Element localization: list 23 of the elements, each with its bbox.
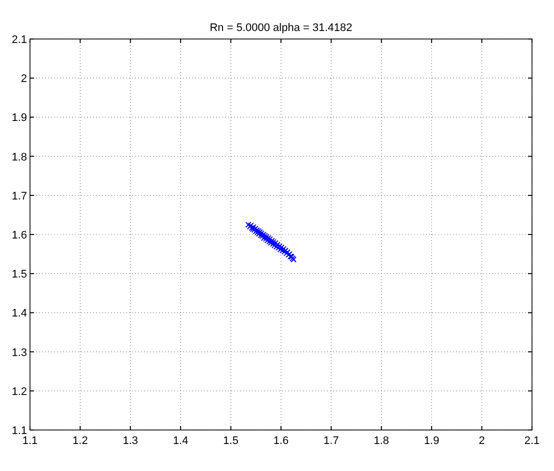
chart-title: Rn = 5.0000 alpha = 31.4182 bbox=[210, 22, 352, 34]
x-tick-label: 1.4 bbox=[172, 435, 188, 447]
x-tick-label: 2 bbox=[478, 435, 485, 447]
y-tick-label: 1.4 bbox=[12, 308, 27, 320]
y-tick-label: 1.3 bbox=[12, 346, 27, 359]
x-tick-label: 1.2 bbox=[72, 435, 88, 447]
x-tick-label: 1.5 bbox=[223, 435, 238, 447]
x-tick-label: 1.8 bbox=[374, 435, 390, 447]
y-tick-label: 1.1 bbox=[12, 425, 27, 437]
y-tick-label: 2.1 bbox=[12, 34, 27, 46]
x-tick-label: 1.6 bbox=[273, 435, 289, 447]
y-tick-label: 1.6 bbox=[12, 230, 27, 242]
x-tick-label: 1.3 bbox=[122, 435, 138, 447]
y-tick-label: 1.8 bbox=[12, 151, 27, 164]
x-tick-label: 1.9 bbox=[424, 435, 440, 447]
y-tick-label: 2 bbox=[20, 73, 27, 86]
x-tick-label: 2.1 bbox=[524, 435, 540, 447]
x-tick-label: 1.1 bbox=[22, 435, 38, 447]
y-tick-label: 1.2 bbox=[12, 386, 27, 398]
y-tick-label: 1.7 bbox=[12, 190, 27, 202]
y-tick-label: 1.9 bbox=[12, 112, 27, 124]
y-tick-label: 1.5 bbox=[12, 268, 27, 281]
x-tick-label: 1.7 bbox=[324, 435, 339, 447]
